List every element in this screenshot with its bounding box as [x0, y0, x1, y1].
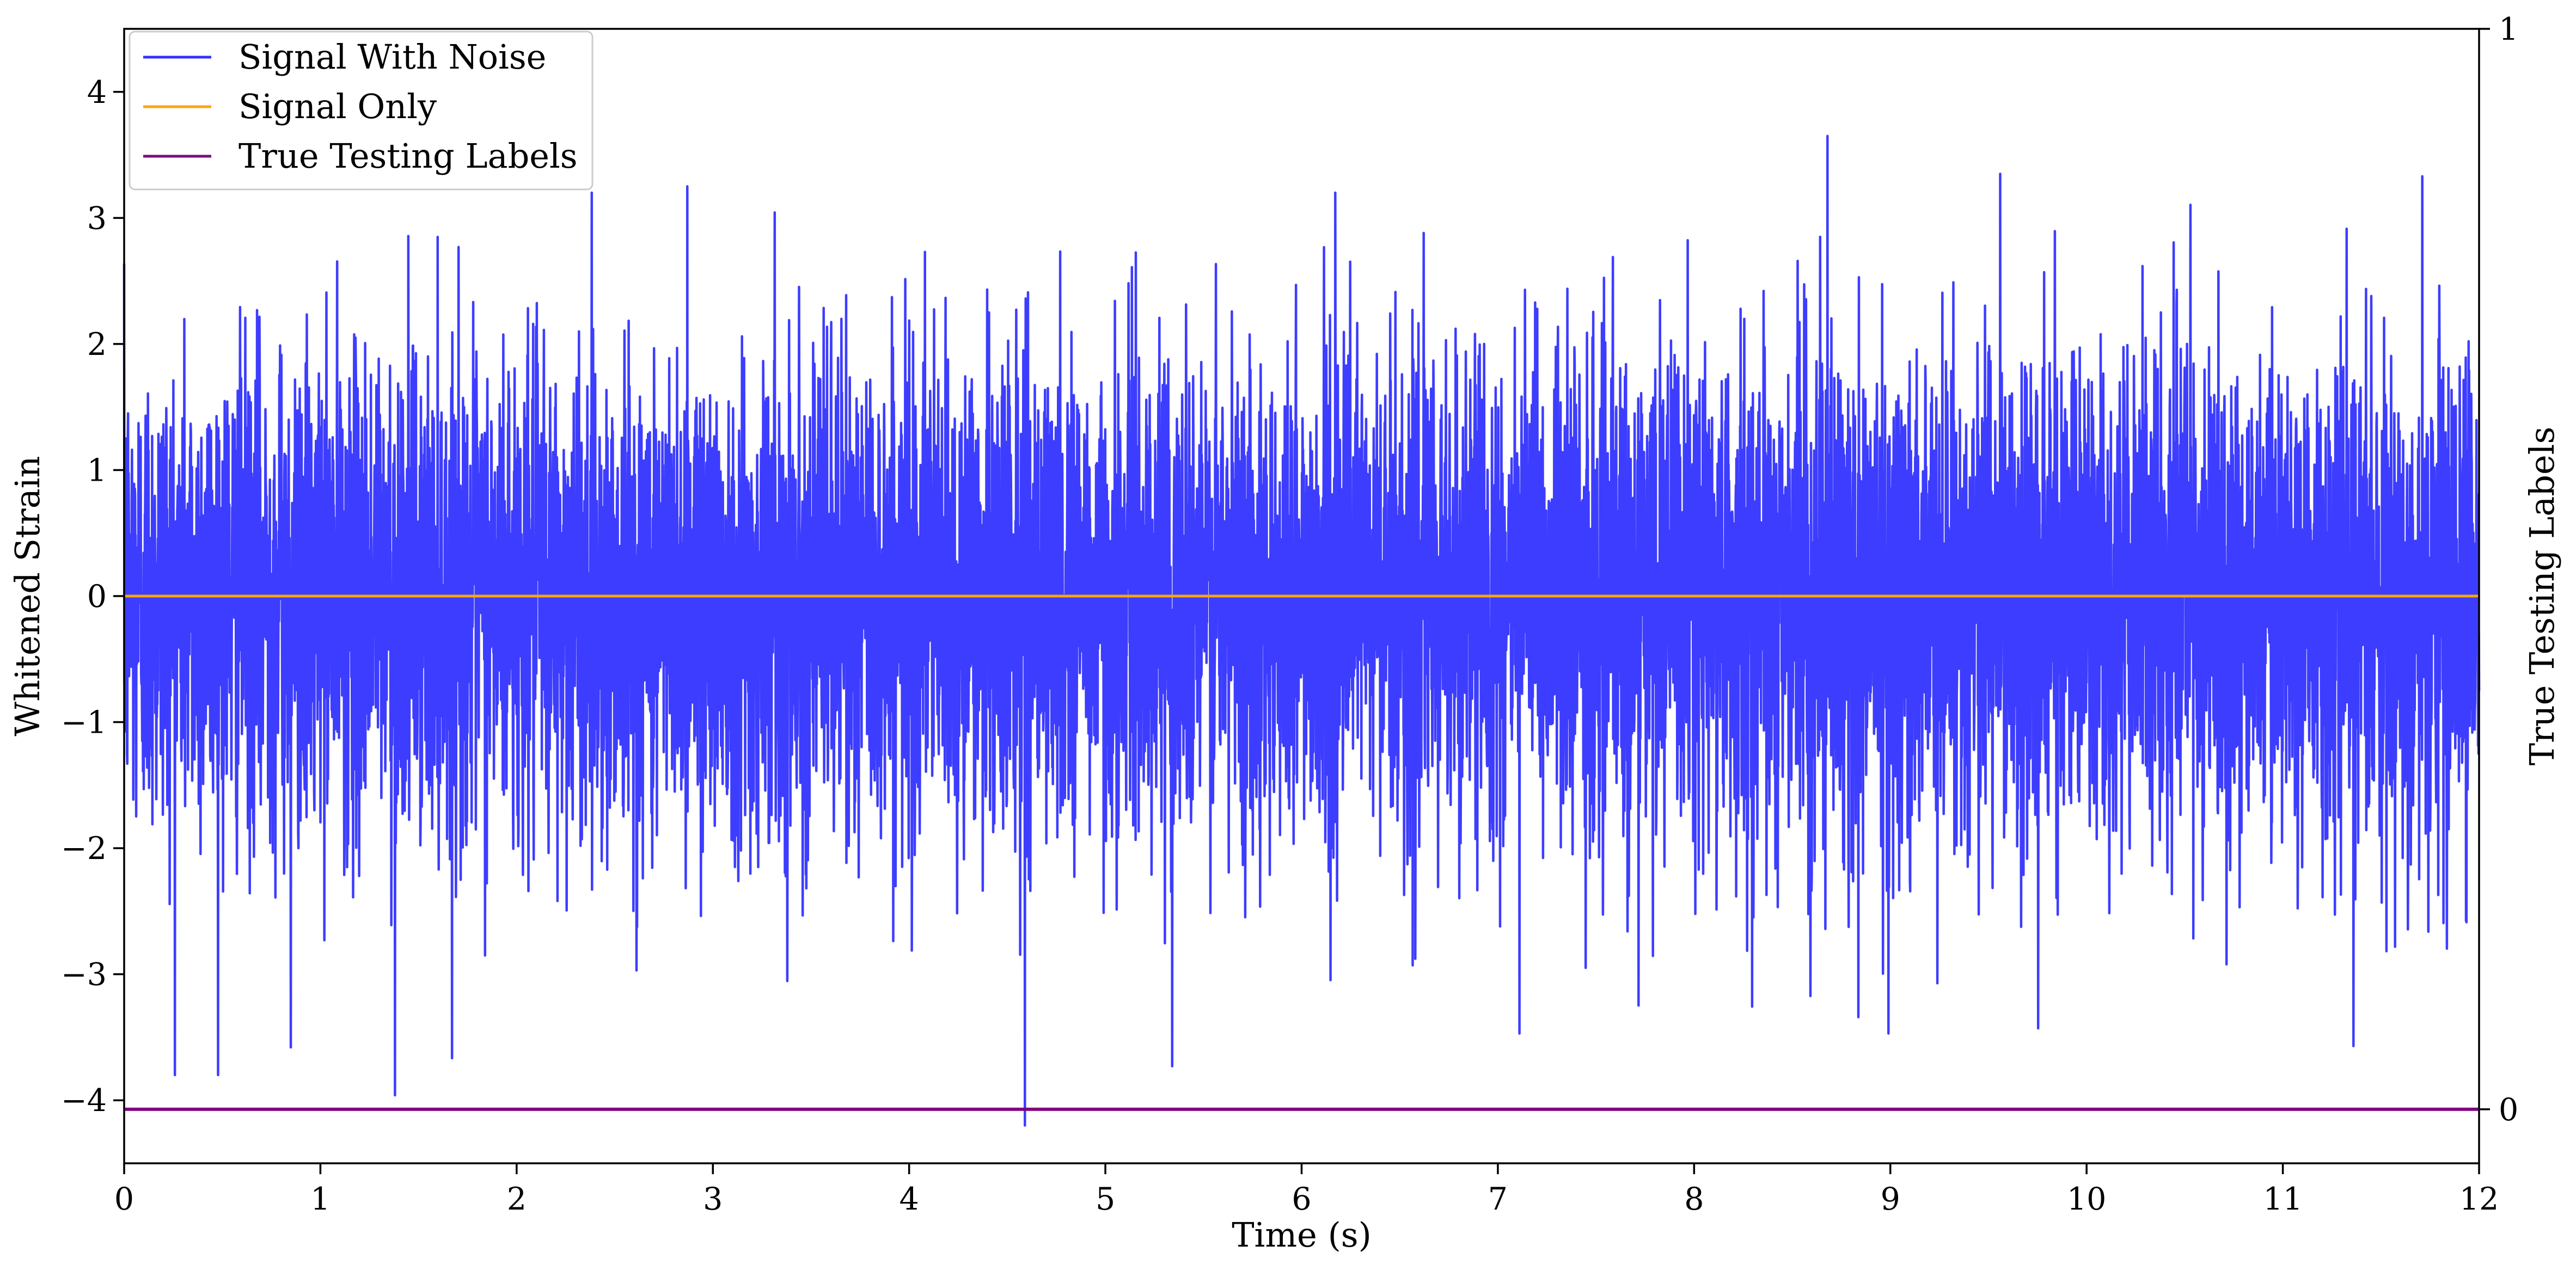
- y-tick-label: −4: [61, 1083, 107, 1119]
- x-tick-label: 0: [114, 1181, 134, 1217]
- y-tick-label: −1: [61, 705, 107, 741]
- x-tick-label: 7: [1488, 1181, 1508, 1217]
- y-tick-label: 3: [87, 200, 107, 236]
- y-tick-label: −3: [61, 957, 107, 993]
- plot-area: [123, 134, 2481, 1127]
- x-tick-label: 5: [1096, 1181, 1115, 1217]
- y-tick-label: 1: [87, 452, 107, 488]
- x-tick-label: 9: [1881, 1181, 1900, 1217]
- y2-tick-label: 1: [2499, 11, 2518, 47]
- y2-tick-label: 0: [2499, 1092, 2518, 1128]
- x-tick-label: 10: [2067, 1181, 2107, 1217]
- y2-axis-title: True Testing Labels: [2522, 427, 2562, 766]
- legend: Signal With Noise Signal Only True Testing…: [129, 30, 593, 191]
- x-tick-label: 4: [900, 1181, 919, 1217]
- series-signal-with-noise: [123, 134, 2481, 1127]
- y-tick-label: −2: [61, 831, 107, 867]
- x-tick-label: 11: [2263, 1181, 2303, 1217]
- legend-box: [129, 30, 593, 191]
- x-tick-label: 12: [2459, 1181, 2499, 1217]
- y-axis-title: Whitened Strain: [8, 456, 47, 737]
- y-tick-label: 2: [87, 327, 107, 363]
- y-tick-label: 0: [87, 579, 107, 615]
- x-tick-label: 8: [1684, 1181, 1704, 1217]
- x-tick-label: 3: [703, 1181, 723, 1217]
- legend-label: True Testing Labels: [238, 136, 578, 176]
- legend-label: Signal Only: [238, 87, 437, 126]
- y-tick-label: 4: [87, 75, 107, 111]
- x-tick-label: 1: [310, 1181, 330, 1217]
- legend-label: Signal With Noise: [238, 37, 546, 77]
- x-axis-title: Time (s): [1232, 1215, 1372, 1255]
- x-tick-label: 2: [507, 1181, 527, 1217]
- x-tick-label: 6: [1292, 1181, 1311, 1217]
